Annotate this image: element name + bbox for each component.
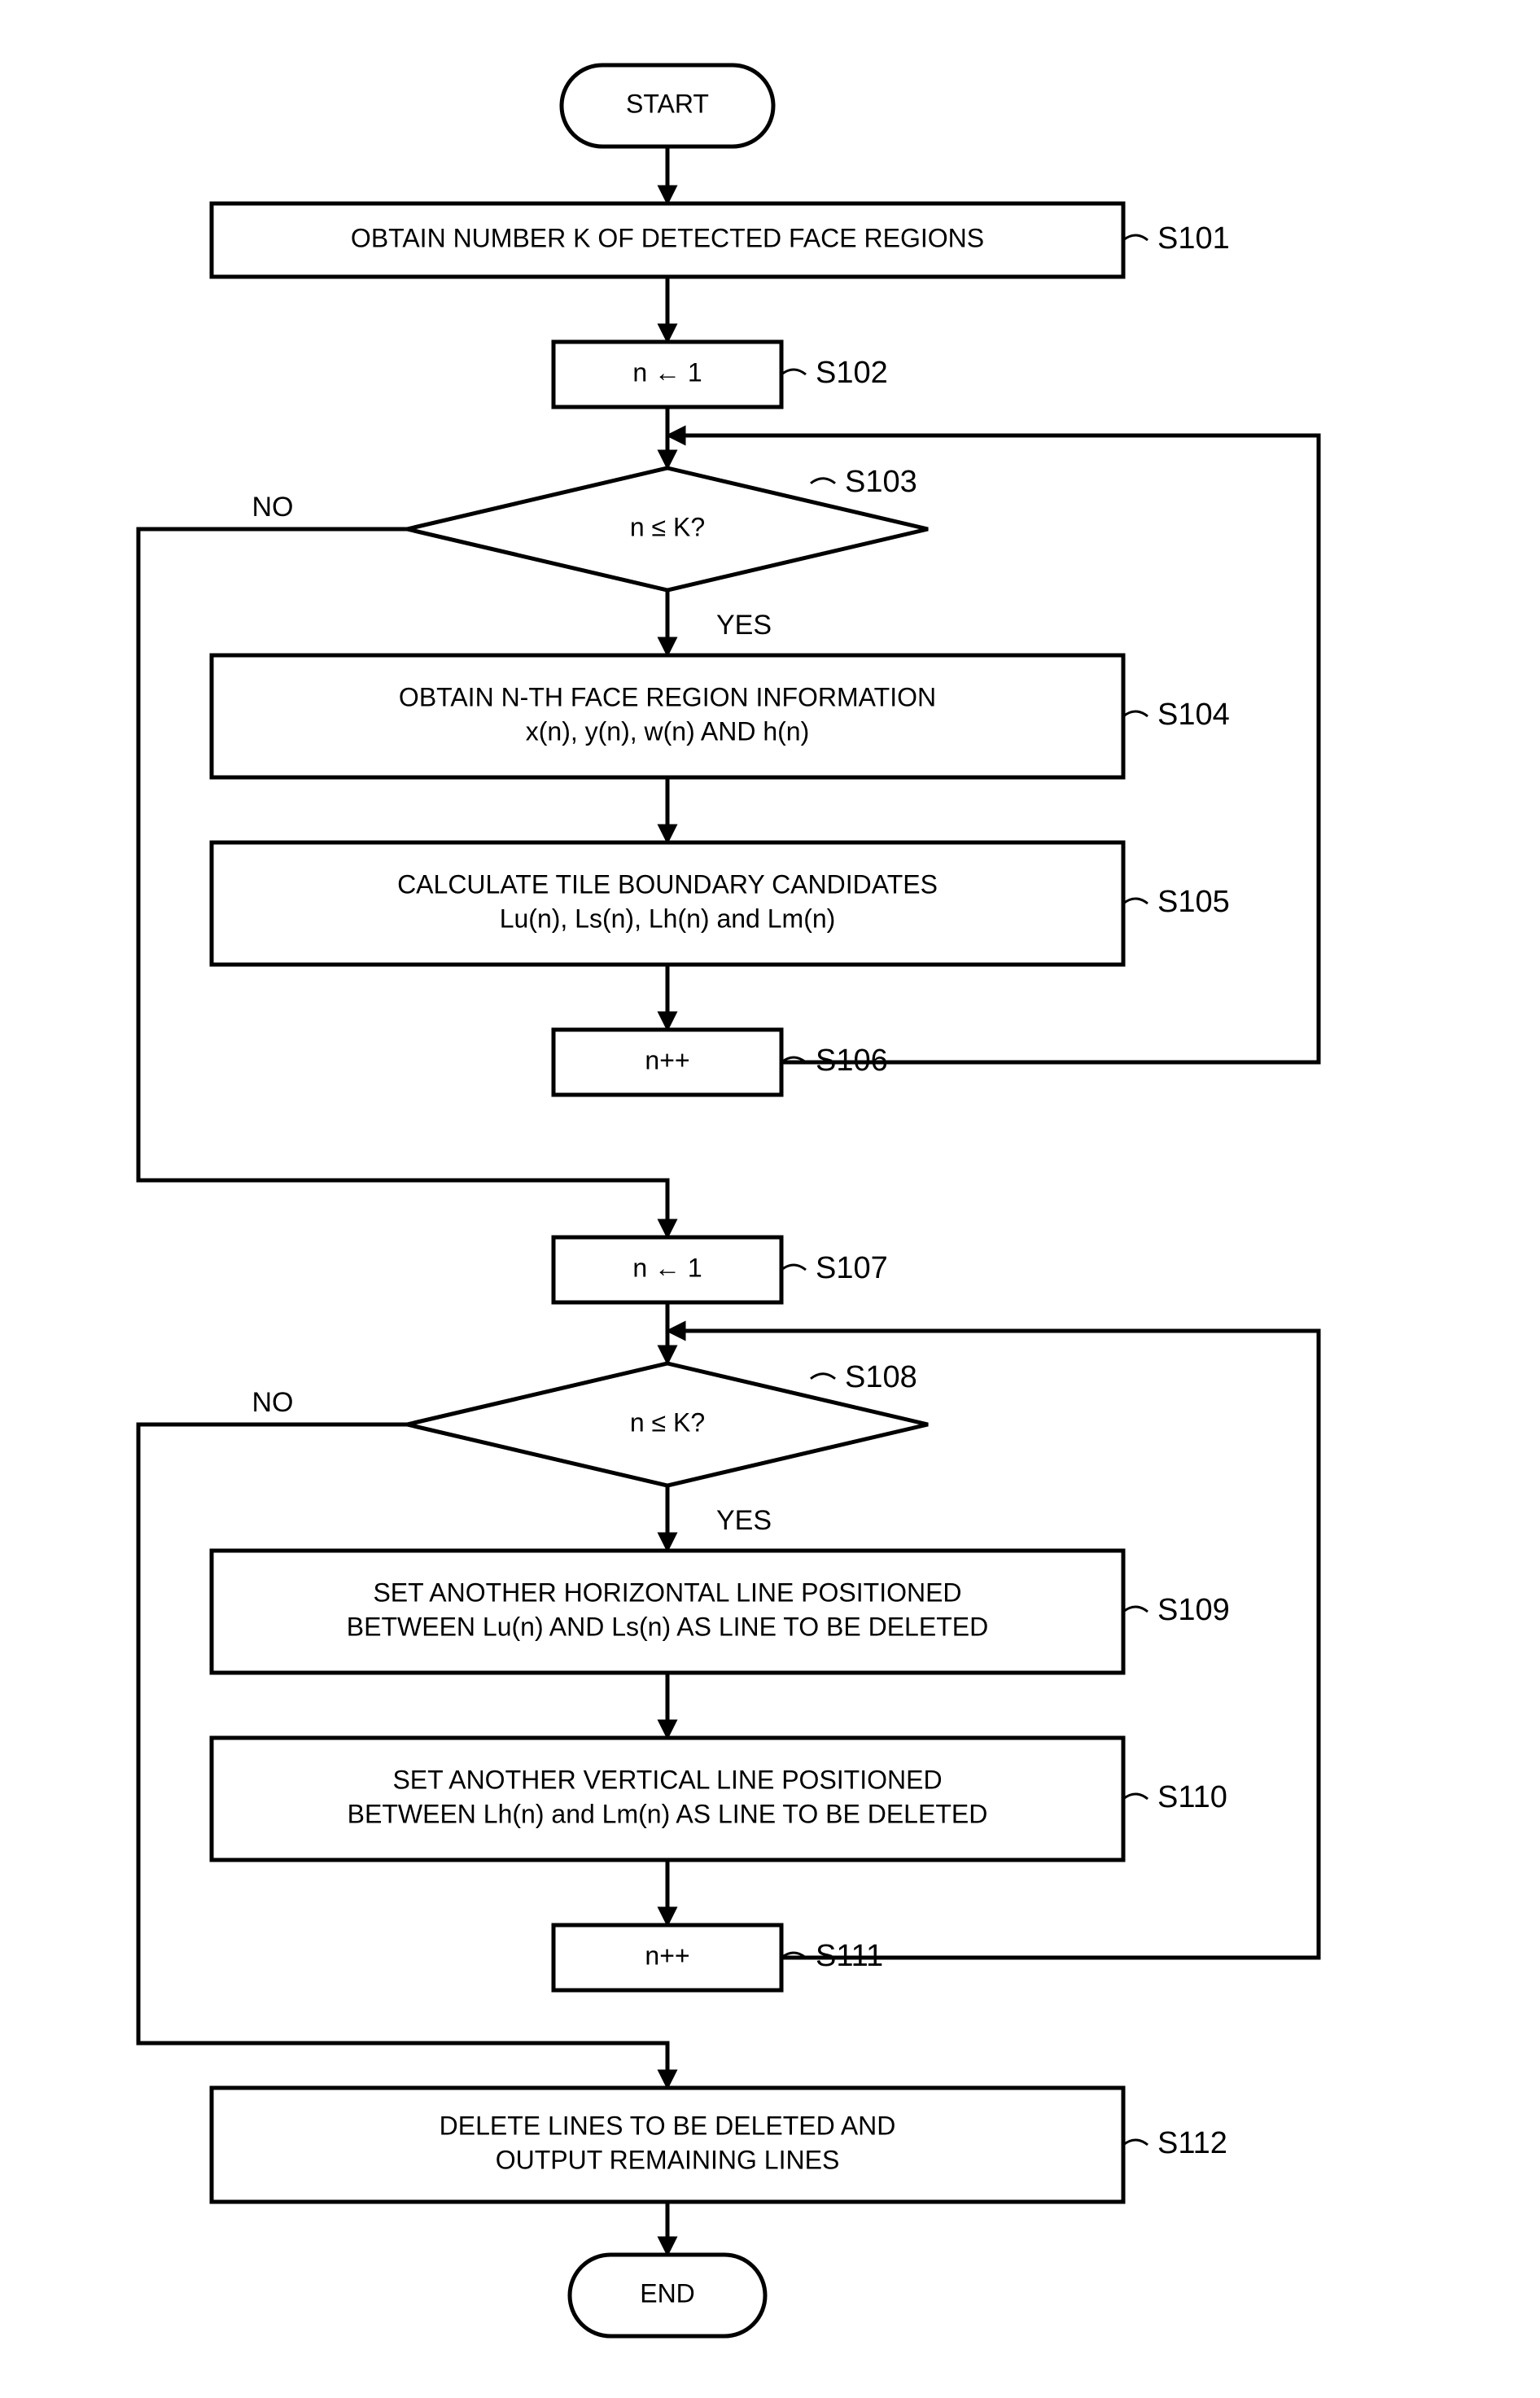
svg-text:S105: S105 bbox=[1157, 885, 1230, 919]
svg-text:YES: YES bbox=[716, 1505, 772, 1536]
svg-text:S107: S107 bbox=[816, 1251, 888, 1285]
svg-text:n++: n++ bbox=[645, 1941, 689, 1970]
svg-text:S110: S110 bbox=[1157, 1780, 1227, 1814]
svg-text:S112: S112 bbox=[1157, 2126, 1227, 2160]
svg-text:DELETE LINES TO BE DELETED AND: DELETE LINES TO BE DELETED AND bbox=[440, 2111, 896, 2140]
svg-text:S104: S104 bbox=[1157, 698, 1230, 732]
svg-text:SET ANOTHER HORIZONTAL LINE PO: SET ANOTHER HORIZONTAL LINE POSITIONED bbox=[373, 1578, 961, 1607]
svg-text:n ≤ K?: n ≤ K? bbox=[630, 512, 705, 541]
svg-text:BETWEEN Lu(n) AND Ls(n) AS LIN: BETWEEN Lu(n) AND Ls(n) AS LINE TO BE DE… bbox=[347, 1612, 988, 1641]
svg-text:n ← 1: n ← 1 bbox=[632, 357, 702, 387]
svg-text:S109: S109 bbox=[1157, 1593, 1230, 1627]
svg-text:START: START bbox=[626, 89, 709, 118]
svg-text:n ≤ K?: n ≤ K? bbox=[630, 1407, 705, 1437]
svg-text:CALCULATE TILE BOUNDARY CANDID: CALCULATE TILE BOUNDARY CANDIDATES bbox=[397, 869, 938, 899]
svg-text:x(n), y(n), w(n) AND h(n): x(n), y(n), w(n) AND h(n) bbox=[526, 716, 809, 746]
svg-text:S108: S108 bbox=[845, 1360, 917, 1394]
svg-text:OBTAIN N-TH FACE REGION INFORM: OBTAIN N-TH FACE REGION INFORMATION bbox=[399, 682, 936, 711]
svg-text:YES: YES bbox=[716, 610, 772, 641]
svg-text:Lu(n), Ls(n), Lh(n) and Lm(n): Lu(n), Ls(n), Lh(n) and Lm(n) bbox=[500, 904, 836, 933]
svg-text:S102: S102 bbox=[816, 356, 888, 390]
svg-text:BETWEEN Lh(n) and Lm(n) AS LIN: BETWEEN Lh(n) and Lm(n) AS LINE TO BE DE… bbox=[348, 1799, 988, 1828]
svg-text:n++: n++ bbox=[645, 1045, 689, 1074]
svg-text:NO: NO bbox=[252, 492, 294, 523]
svg-text:S103: S103 bbox=[845, 465, 917, 499]
svg-text:SET ANOTHER VERTICAL LINE POSI: SET ANOTHER VERTICAL LINE POSITIONED bbox=[392, 1765, 942, 1794]
svg-text:OBTAIN NUMBER K OF DETECTED FA: OBTAIN NUMBER K OF DETECTED FACE REGIONS bbox=[351, 223, 984, 252]
svg-text:OUTPUT REMAINING LINES: OUTPUT REMAINING LINES bbox=[496, 2145, 840, 2174]
svg-text:END: END bbox=[640, 2278, 695, 2308]
svg-text:S101: S101 bbox=[1157, 221, 1230, 256]
svg-text:n ← 1: n ← 1 bbox=[632, 1253, 702, 1282]
svg-text:NO: NO bbox=[252, 1387, 294, 1418]
